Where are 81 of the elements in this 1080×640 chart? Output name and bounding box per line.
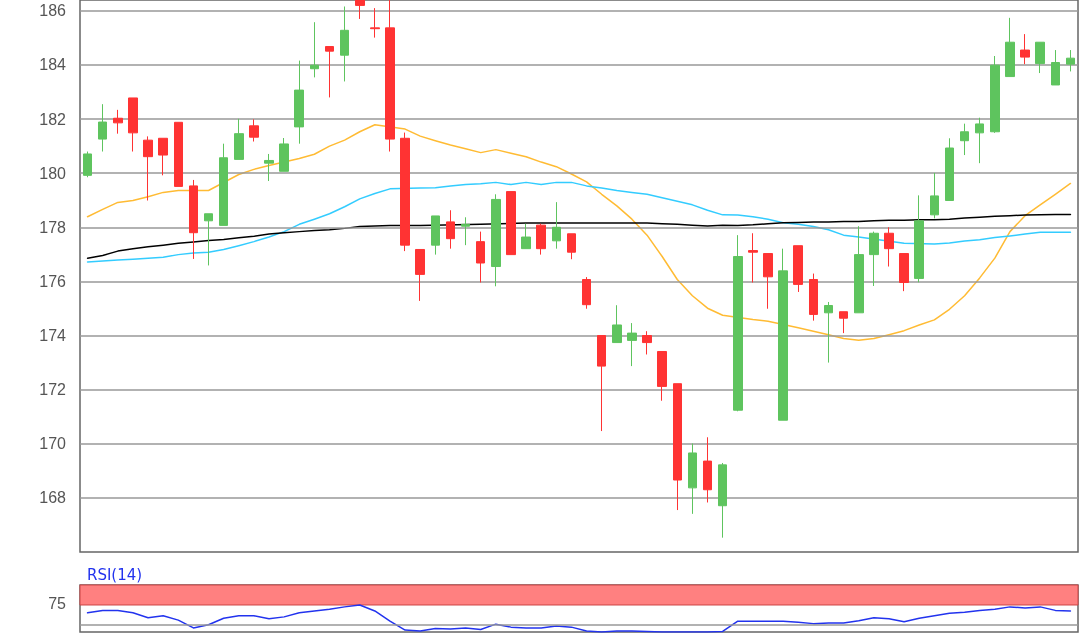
candlestick	[370, 7, 380, 39]
candlestick	[174, 121, 183, 187]
candlestick	[1020, 33, 1030, 65]
candlestick	[990, 55, 1000, 134]
candlestick	[673, 383, 682, 511]
candlestick	[310, 21, 319, 78]
candlestick	[204, 213, 213, 266]
candlestick	[431, 215, 440, 256]
y-tick-label: 174	[39, 327, 67, 345]
candlestick	[1035, 41, 1045, 74]
candlestick	[279, 137, 289, 172]
candlestick	[385, 0, 395, 153]
candlestick	[113, 109, 123, 135]
candlestick	[400, 132, 410, 252]
line-series	[86, 181, 1072, 263]
y-tick-label: 172	[39, 381, 67, 399]
candlestick	[143, 135, 153, 202]
candlestick	[688, 442, 697, 515]
candlestick	[294, 60, 304, 145]
candlestick	[189, 179, 198, 260]
y-tick-label: 186	[39, 2, 67, 20]
y-tick-label: 180	[39, 164, 67, 182]
candlestick	[158, 137, 168, 176]
candlestick	[975, 117, 984, 164]
y-tick-label: 178	[39, 218, 67, 236]
candlestick	[718, 462, 727, 539]
candlestick	[945, 137, 954, 202]
candlestick	[1005, 17, 1015, 78]
candlestick	[249, 118, 259, 143]
candlestick	[415, 248, 425, 302]
candlestick	[491, 193, 501, 287]
candlestick	[219, 143, 228, 226]
candlestick	[960, 123, 969, 156]
candlestick	[506, 191, 516, 256]
candlestick	[824, 301, 833, 364]
candlestick	[899, 253, 909, 292]
candlestick	[703, 436, 712, 503]
candlestick	[1066, 49, 1075, 72]
y-tick-label: 176	[39, 272, 67, 290]
candlestick	[521, 223, 531, 250]
candlestick	[98, 103, 107, 153]
candlestick	[1051, 49, 1060, 86]
candlestick	[83, 151, 92, 178]
candlestick	[582, 276, 591, 310]
candlestick	[627, 322, 637, 367]
candlestick	[325, 46, 334, 98]
line-series	[86, 123, 1072, 341]
candlestick	[552, 201, 561, 250]
candlestick	[914, 194, 924, 283]
candlestick	[869, 231, 879, 287]
candlestick	[733, 234, 743, 412]
candlestick	[748, 232, 758, 283]
candlestick	[930, 172, 939, 219]
candlestick	[536, 223, 546, 256]
chart-title: RSI(14)	[87, 565, 143, 584]
candlestick	[461, 216, 470, 246]
y-tick-label: 168	[39, 489, 67, 507]
candlestick	[854, 225, 864, 314]
candlestick	[778, 248, 788, 421]
candlestick	[128, 97, 138, 153]
candlestick	[264, 153, 274, 182]
candlestick	[476, 231, 485, 283]
y-tick-label: 182	[39, 110, 67, 128]
line-series	[86, 213, 1072, 259]
text: 75	[48, 595, 67, 613]
y-tick-label: 184	[39, 56, 67, 74]
candlestick	[446, 209, 455, 250]
candlestick	[884, 226, 894, 268]
candlestick	[793, 245, 803, 293]
candlestick	[763, 253, 773, 310]
candlestick	[657, 350, 667, 402]
candlestick	[642, 330, 652, 355]
y-tick-label: 170	[39, 435, 67, 453]
candlestick	[340, 5, 349, 82]
candlestick	[612, 304, 622, 344]
candlestick	[234, 118, 244, 160]
candlestick	[355, 0, 365, 20]
candlestick	[839, 311, 848, 334]
candlestick	[809, 273, 818, 322]
candlestick	[597, 335, 606, 432]
candlestick	[567, 233, 576, 260]
